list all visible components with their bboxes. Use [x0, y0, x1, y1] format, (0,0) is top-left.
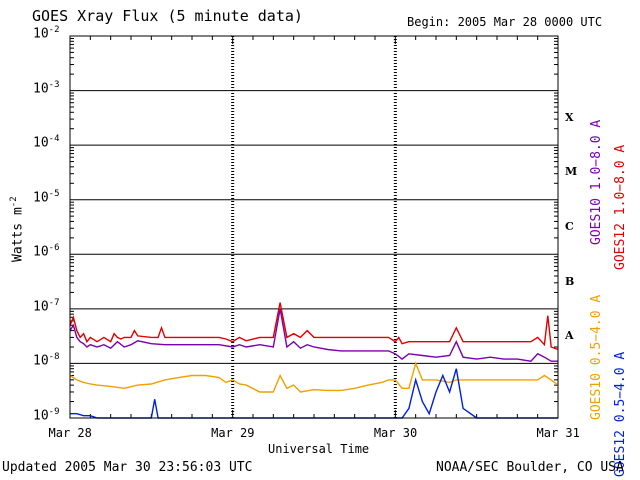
x-tick-label: Mar 28 — [48, 426, 92, 440]
y-tick-label: 10-3 — [33, 79, 60, 96]
y-axis-label: Watts m-2 — [9, 196, 26, 262]
chart-title: GOES Xray Flux (5 minute data) — [32, 7, 303, 25]
x-tick-label: Mar 30 — [373, 426, 418, 440]
series-line — [69, 302, 559, 351]
legend-entry: GOES12 0.5−4.0 A — [613, 351, 628, 477]
y-tick-exponent: -9 — [48, 407, 60, 417]
y-tick-exponent: -3 — [48, 79, 60, 90]
credit-text: NOAA/SEC Boulder, CO USA — [436, 460, 624, 475]
y-tick-label: 10-2 — [33, 25, 60, 42]
chart-ticks — [69, 36, 559, 418]
y-tick-base: 10 — [33, 135, 49, 151]
y-tick-exponent: -4 — [48, 134, 60, 145]
x-tick-label: Mar 31 — [536, 426, 580, 440]
y-tick-base: 10 — [33, 408, 49, 424]
chart-grid — [70, 35, 558, 419]
y-axis-label-text: Watts m — [10, 207, 26, 262]
series-line — [69, 361, 559, 393]
flare-class-label: X — [565, 110, 574, 124]
flare-class-label: C — [565, 220, 574, 233]
updated-timestamp: Updated 2005 Mar 30 23:56:03 UTC — [2, 460, 253, 475]
legend-entry: GOES12 1.0−8.0 A — [613, 144, 628, 270]
y-axis-label-exponent: -2 — [9, 196, 19, 208]
y-tick-label: 10-5 — [33, 188, 60, 206]
legend-entry: GOES10 1.0−8.0 A — [589, 119, 604, 245]
y-tick-base: 10 — [33, 190, 49, 206]
y-tick-base: 10 — [33, 299, 49, 315]
chart-series — [69, 302, 559, 419]
y-tick-label: 10-4 — [33, 134, 60, 151]
series-line — [69, 308, 558, 362]
y-tick-label: 10-7 — [33, 297, 60, 315]
flare-class-label: M — [565, 165, 578, 179]
series-line — [70, 368, 558, 419]
plot-frame — [69, 35, 559, 419]
y-tick-label: 10-6 — [33, 243, 60, 260]
y-tick-base: 10 — [33, 80, 49, 96]
x-tick-label: Mar 29 — [211, 426, 255, 440]
y-tick-label: 10-9 — [33, 407, 60, 424]
y-tick-label: 10-8 — [33, 352, 60, 369]
flare-class-label: A — [565, 329, 574, 343]
y-tick-exponent: -8 — [48, 352, 60, 363]
begin-time: Begin: 2005 Mar 28 0000 UTC — [407, 15, 603, 29]
legend-entry: GOES10 0.5−4.0 A — [589, 294, 604, 420]
y-tick-base: 10 — [33, 244, 49, 260]
y-tick-exponent: -7 — [48, 297, 60, 308]
x-axis-label: Universal Time — [268, 442, 370, 456]
y-tick-base: 10 — [33, 353, 49, 369]
y-tick-exponent: -5 — [48, 188, 60, 199]
y-tick-exponent: -2 — [48, 25, 60, 35]
y-tick-exponent: -6 — [48, 243, 60, 254]
flare-class-label: B — [565, 274, 575, 288]
y-tick-base: 10 — [33, 26, 49, 42]
